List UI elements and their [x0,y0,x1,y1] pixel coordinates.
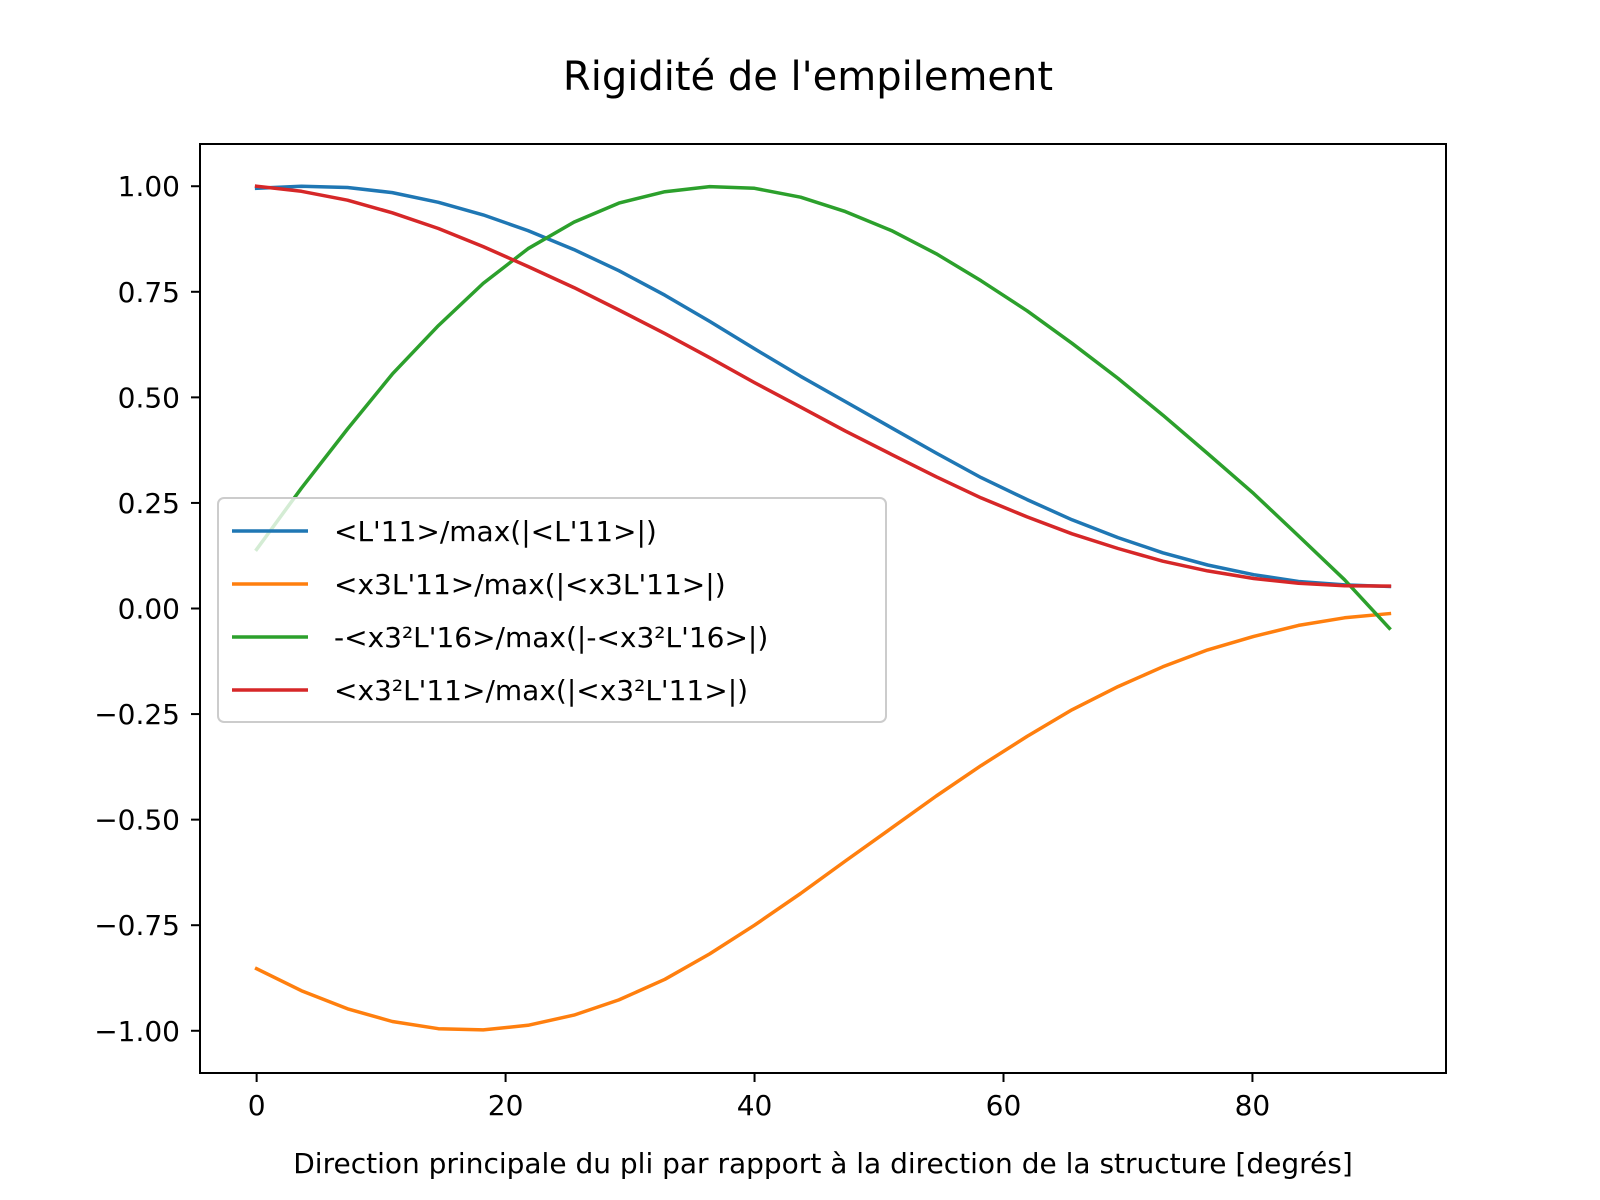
x-axis-label: Direction principale du pli par rapport … [293,1147,1353,1180]
series-line-2 [254,611,1392,1032]
x-tick-label: 60 [986,1089,1022,1122]
y-tick-label: 0.25 [118,487,180,520]
series-layer [254,184,1392,1032]
x-axis: 0 20 40 60 80 [248,1073,1271,1122]
y-tick-label: −0.50 [94,804,180,837]
y-tick-label: 0.50 [118,381,180,414]
y-tick-label: 0.00 [118,593,180,626]
x-tick-label: 80 [1235,1089,1271,1122]
y-tick-label: 0.75 [118,276,180,309]
series-line-3 [254,184,1392,631]
y-tick-label: −0.25 [94,698,180,731]
x-tick-label: 40 [737,1089,773,1122]
y-tick-label: −0.75 [94,909,180,942]
legend-label-2: <x3L'11>/max(|<x3L'11>|) [334,568,726,601]
legend: <L'11>/max(|<L'11>|) <x3L'11>/max(|<x3L'1… [217,497,887,723]
plot-frame [199,143,1447,1074]
y-tick-label: −1.00 [94,1015,180,1048]
legend-label-1: <L'11>/max(|<L'11>|) [334,515,657,548]
legend-label-4: <x3²L'11>/max(|<x3²L'11>|) [334,674,748,707]
y-axis: 1.00 0.75 0.50 0.25 0.00 −0.25 −0.50 −0.75 −1.00 [94,170,200,1048]
legend-box [217,497,887,723]
legend-label-3: -<x3²L'16>/max(|-<x3²L'16>|) [334,621,768,654]
x-tick-label: 0 [248,1089,266,1122]
y-tick-label: 1.00 [118,170,180,203]
series-line-4 [254,184,1392,588]
x-tick-label: 20 [488,1089,524,1122]
plot-area [254,184,1392,1032]
chart-title: Rigidité de l'empilement [563,54,1053,100]
series-line-1 [254,184,1392,589]
